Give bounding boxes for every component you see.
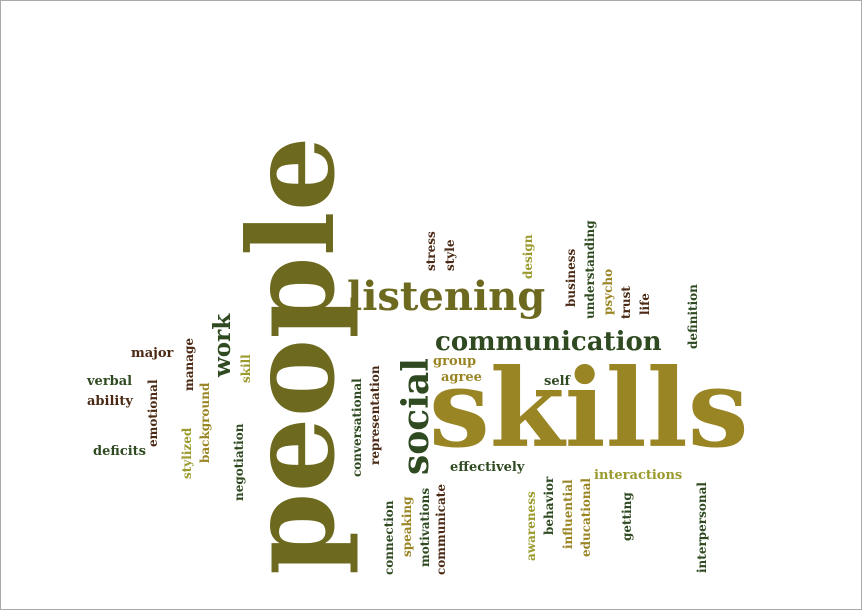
word-effectively: effectively — [450, 460, 525, 475]
word-major: major — [131, 346, 174, 361]
word-skill: skill — [239, 354, 253, 383]
word-emotional: emotional — [146, 379, 160, 448]
word-connection: connection — [382, 500, 396, 575]
word-deficits: deficits — [93, 444, 146, 459]
word-getting: getting — [620, 492, 634, 541]
word-influential: influential — [561, 479, 575, 549]
word-awareness: awareness — [524, 491, 538, 561]
word-life: life — [638, 293, 652, 315]
word-representation: representation — [368, 365, 382, 465]
word-definition: definition — [686, 284, 700, 349]
word-style: style — [443, 239, 457, 271]
word-listening: listening — [347, 273, 546, 320]
word-group: group — [433, 354, 477, 369]
word-stress: stress — [424, 231, 438, 271]
word-trust: trust — [619, 286, 633, 319]
word-motivations: motivations — [418, 487, 432, 567]
word-manage: manage — [182, 338, 196, 391]
word-behavior: behavior — [542, 476, 556, 535]
word-social: social — [395, 358, 437, 475]
word-educational: educational — [579, 478, 593, 557]
word-self: self — [544, 374, 571, 389]
word-interactions: interactions — [594, 468, 683, 483]
word-psycho: psycho — [601, 268, 615, 315]
word-agree: agree — [441, 370, 482, 385]
word-understanding: understanding — [583, 220, 597, 319]
word-verbal: verbal — [87, 374, 133, 389]
word-business: business — [564, 248, 578, 307]
word-speaking: speaking — [400, 496, 414, 557]
word-stylized: stylized — [180, 427, 194, 479]
word-work: work — [209, 313, 236, 377]
word-negotiation: negotiation — [232, 423, 246, 501]
word-communication: communication — [435, 327, 662, 357]
word-interpersonal: interpersonal — [695, 482, 709, 573]
word-design: design — [521, 234, 535, 279]
word-ability: ability — [87, 394, 133, 409]
word-communicate: communicate — [434, 484, 448, 575]
word-skills: skills — [429, 346, 749, 472]
word-conversational: conversational — [350, 378, 364, 477]
word-background: background — [198, 382, 212, 463]
